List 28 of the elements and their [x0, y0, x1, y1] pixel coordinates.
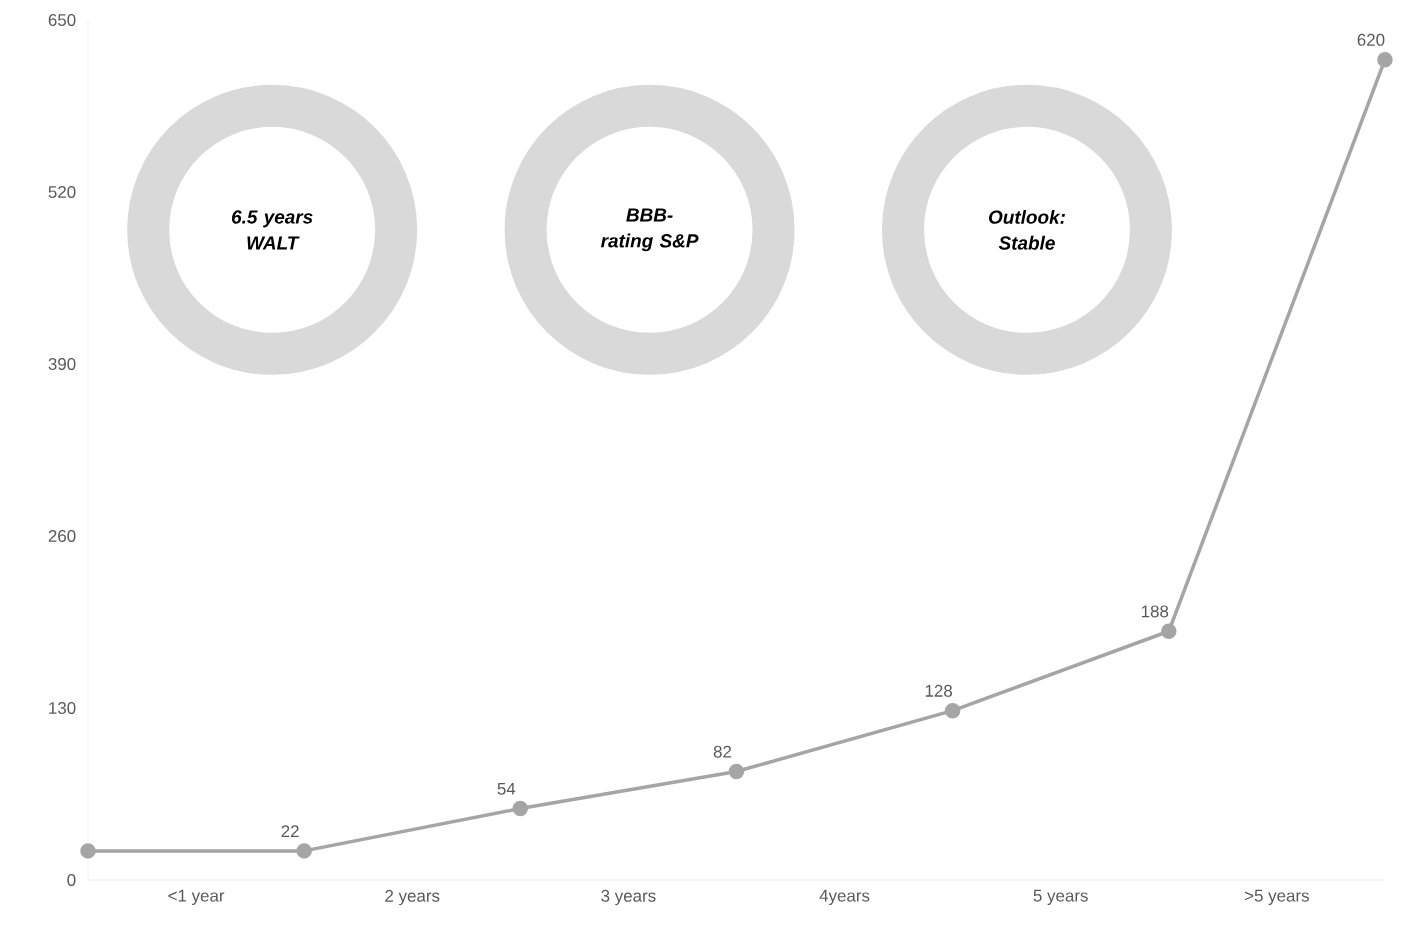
x-tick-label: >5 years	[1244, 889, 1309, 906]
data-label: 128	[925, 684, 953, 697]
x-tick-label: 5 years	[1033, 889, 1088, 906]
data-label: 82	[713, 745, 732, 758]
data-label: 22	[281, 825, 299, 838]
x-tick-label: 3 years	[601, 889, 656, 906]
data-label: 620	[1357, 33, 1385, 46]
x-tick-label: <1 year	[168, 889, 225, 906]
y-tick-label: 0	[67, 874, 76, 886]
y-tick-label: 520	[48, 186, 76, 198]
point	[1161, 623, 1177, 640]
data-label: 188	[1141, 605, 1169, 618]
y-tick-label: 130	[49, 702, 76, 714]
point	[944, 702, 961, 719]
y-tick-label: 390	[48, 358, 76, 370]
y-tick-label: 650	[48, 13, 76, 26]
data-label: 54	[497, 782, 516, 795]
annotation: BBB- rating S&P	[601, 208, 699, 252]
point	[512, 800, 529, 817]
point	[728, 763, 745, 780]
point	[296, 843, 312, 859]
point	[1377, 51, 1393, 68]
x-tick-label: 2 years	[385, 889, 440, 906]
y-tick-label: 260	[48, 530, 76, 542]
point	[80, 843, 96, 859]
annotation: Outlook: Stable	[989, 209, 1065, 250]
annotation: 6.5 years WALT	[231, 210, 313, 250]
x-tick-label: 4years	[819, 889, 870, 906]
